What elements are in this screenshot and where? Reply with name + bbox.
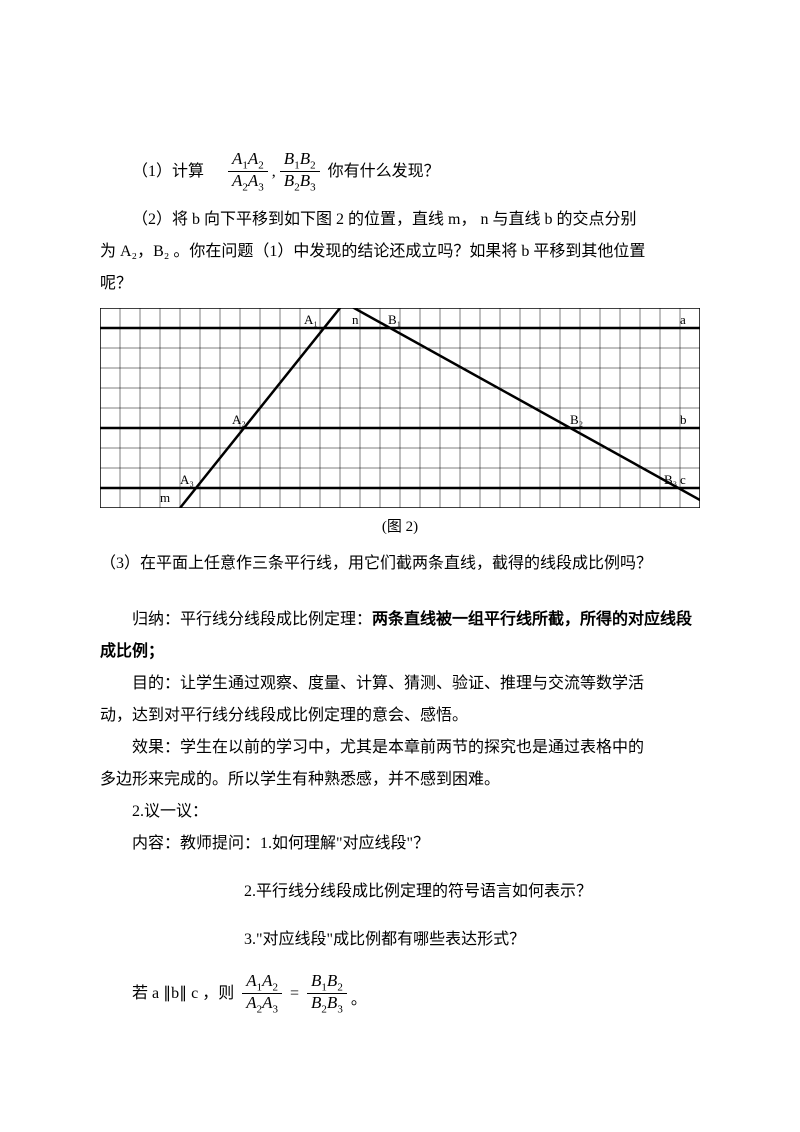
q1-frac2: B1B2 B2B3	[280, 150, 320, 194]
svg-text:m: m	[160, 490, 170, 505]
svg-text:B₁: B₁	[388, 312, 401, 327]
figure-2: a b c m A₁ B₁ A₂ B₂ A₃ B₃ n	[100, 308, 700, 508]
xiaoguo-line1: 效果：学生在以前的学习中，尤其是本章前两节的探究也是通过表格中的	[100, 732, 700, 764]
figure-2-svg: a b c m A₁ B₁ A₂ B₂ A₃ B₃ n	[100, 308, 700, 508]
q2-line1: （2）将 b 向下平移到如下图 2 的位置，直线 m， n 与直线 b 的交点分…	[100, 204, 700, 236]
eq-lhs: A1A2 A2A3	[242, 972, 282, 1016]
svg-text:n: n	[352, 312, 359, 327]
svg-text:B₂: B₂	[570, 412, 583, 427]
svg-text:A₂: A₂	[232, 412, 246, 427]
q1-frac1: A1A2 A2A3	[228, 150, 268, 194]
neirong-line: 内容：教师提问：1.如何理解"对应线段"？	[100, 828, 700, 860]
eq-sign: =	[290, 978, 299, 1010]
xiaoguo-line2: 多边形来完成的。所以学生有种熟悉感，并不感到困难。	[100, 764, 700, 796]
sec2-heading: 2.议一议：	[100, 796, 700, 828]
guina-line: 归纳：平行线分线段成比例定理：两条直线被一组平行线所截，所得的对应线段成比例；	[100, 604, 700, 668]
q3-line: （3）在平面上任意作三条平行线，用它们截两条直线，截得的线段成比例吗？	[100, 548, 700, 580]
mudi-line2: 动，达到对平行线分线段成比例定理的意会、感悟。	[100, 700, 700, 732]
q1-suffix: 你有什么发现？	[328, 156, 440, 188]
eq-suffix: 。	[351, 984, 367, 1016]
svg-text:A₁: A₁	[304, 312, 318, 327]
q2-line3: 呢？	[100, 268, 700, 300]
eq-rhs: B1B2 B2B3	[307, 972, 347, 1016]
q1-comma: ,	[272, 156, 276, 188]
neirong-q3: 3."对应线段"成比例都有哪些表达形式？	[244, 924, 700, 956]
q1-line: （1）计算 A1A2 A2A3 , B1B2 B2B3 你有什么发现？	[132, 150, 700, 194]
figure-2-caption: (图 2)	[100, 512, 700, 542]
q1-prefix: （1）计算	[132, 156, 204, 188]
guina-prefix: 归纳：平行线分线段成比例定理：	[132, 611, 372, 628]
eq-line: 若 a ∥b∥ c ，则 A1A2 A2A3 = B1B2 B2B3 。	[132, 972, 700, 1016]
svg-text:A₃: A₃	[180, 472, 194, 487]
document-page: （1）计算 A1A2 A2A3 , B1B2 B2B3 你有什么发现？ （2）将…	[0, 0, 800, 1092]
mudi-line1: 目的：让学生通过观察、度量、计算、猜测、验证、推理与交流等数学活	[100, 668, 700, 700]
q2-line2: 为 A₂，B₂ 。你在问题（1）中发现的结论还成立吗？如果将 b 平移到其他位置	[100, 236, 700, 268]
svg-text:B₃: B₃	[664, 472, 677, 487]
neirong-q2: 2.平行线分线段成比例定理的符号语言如何表示？	[244, 876, 700, 908]
svg-text:a: a	[680, 312, 686, 327]
eq-prefix: 若 a ∥b∥ c ，则	[132, 978, 234, 1010]
svg-text:c: c	[680, 472, 686, 487]
svg-text:b: b	[680, 412, 687, 427]
